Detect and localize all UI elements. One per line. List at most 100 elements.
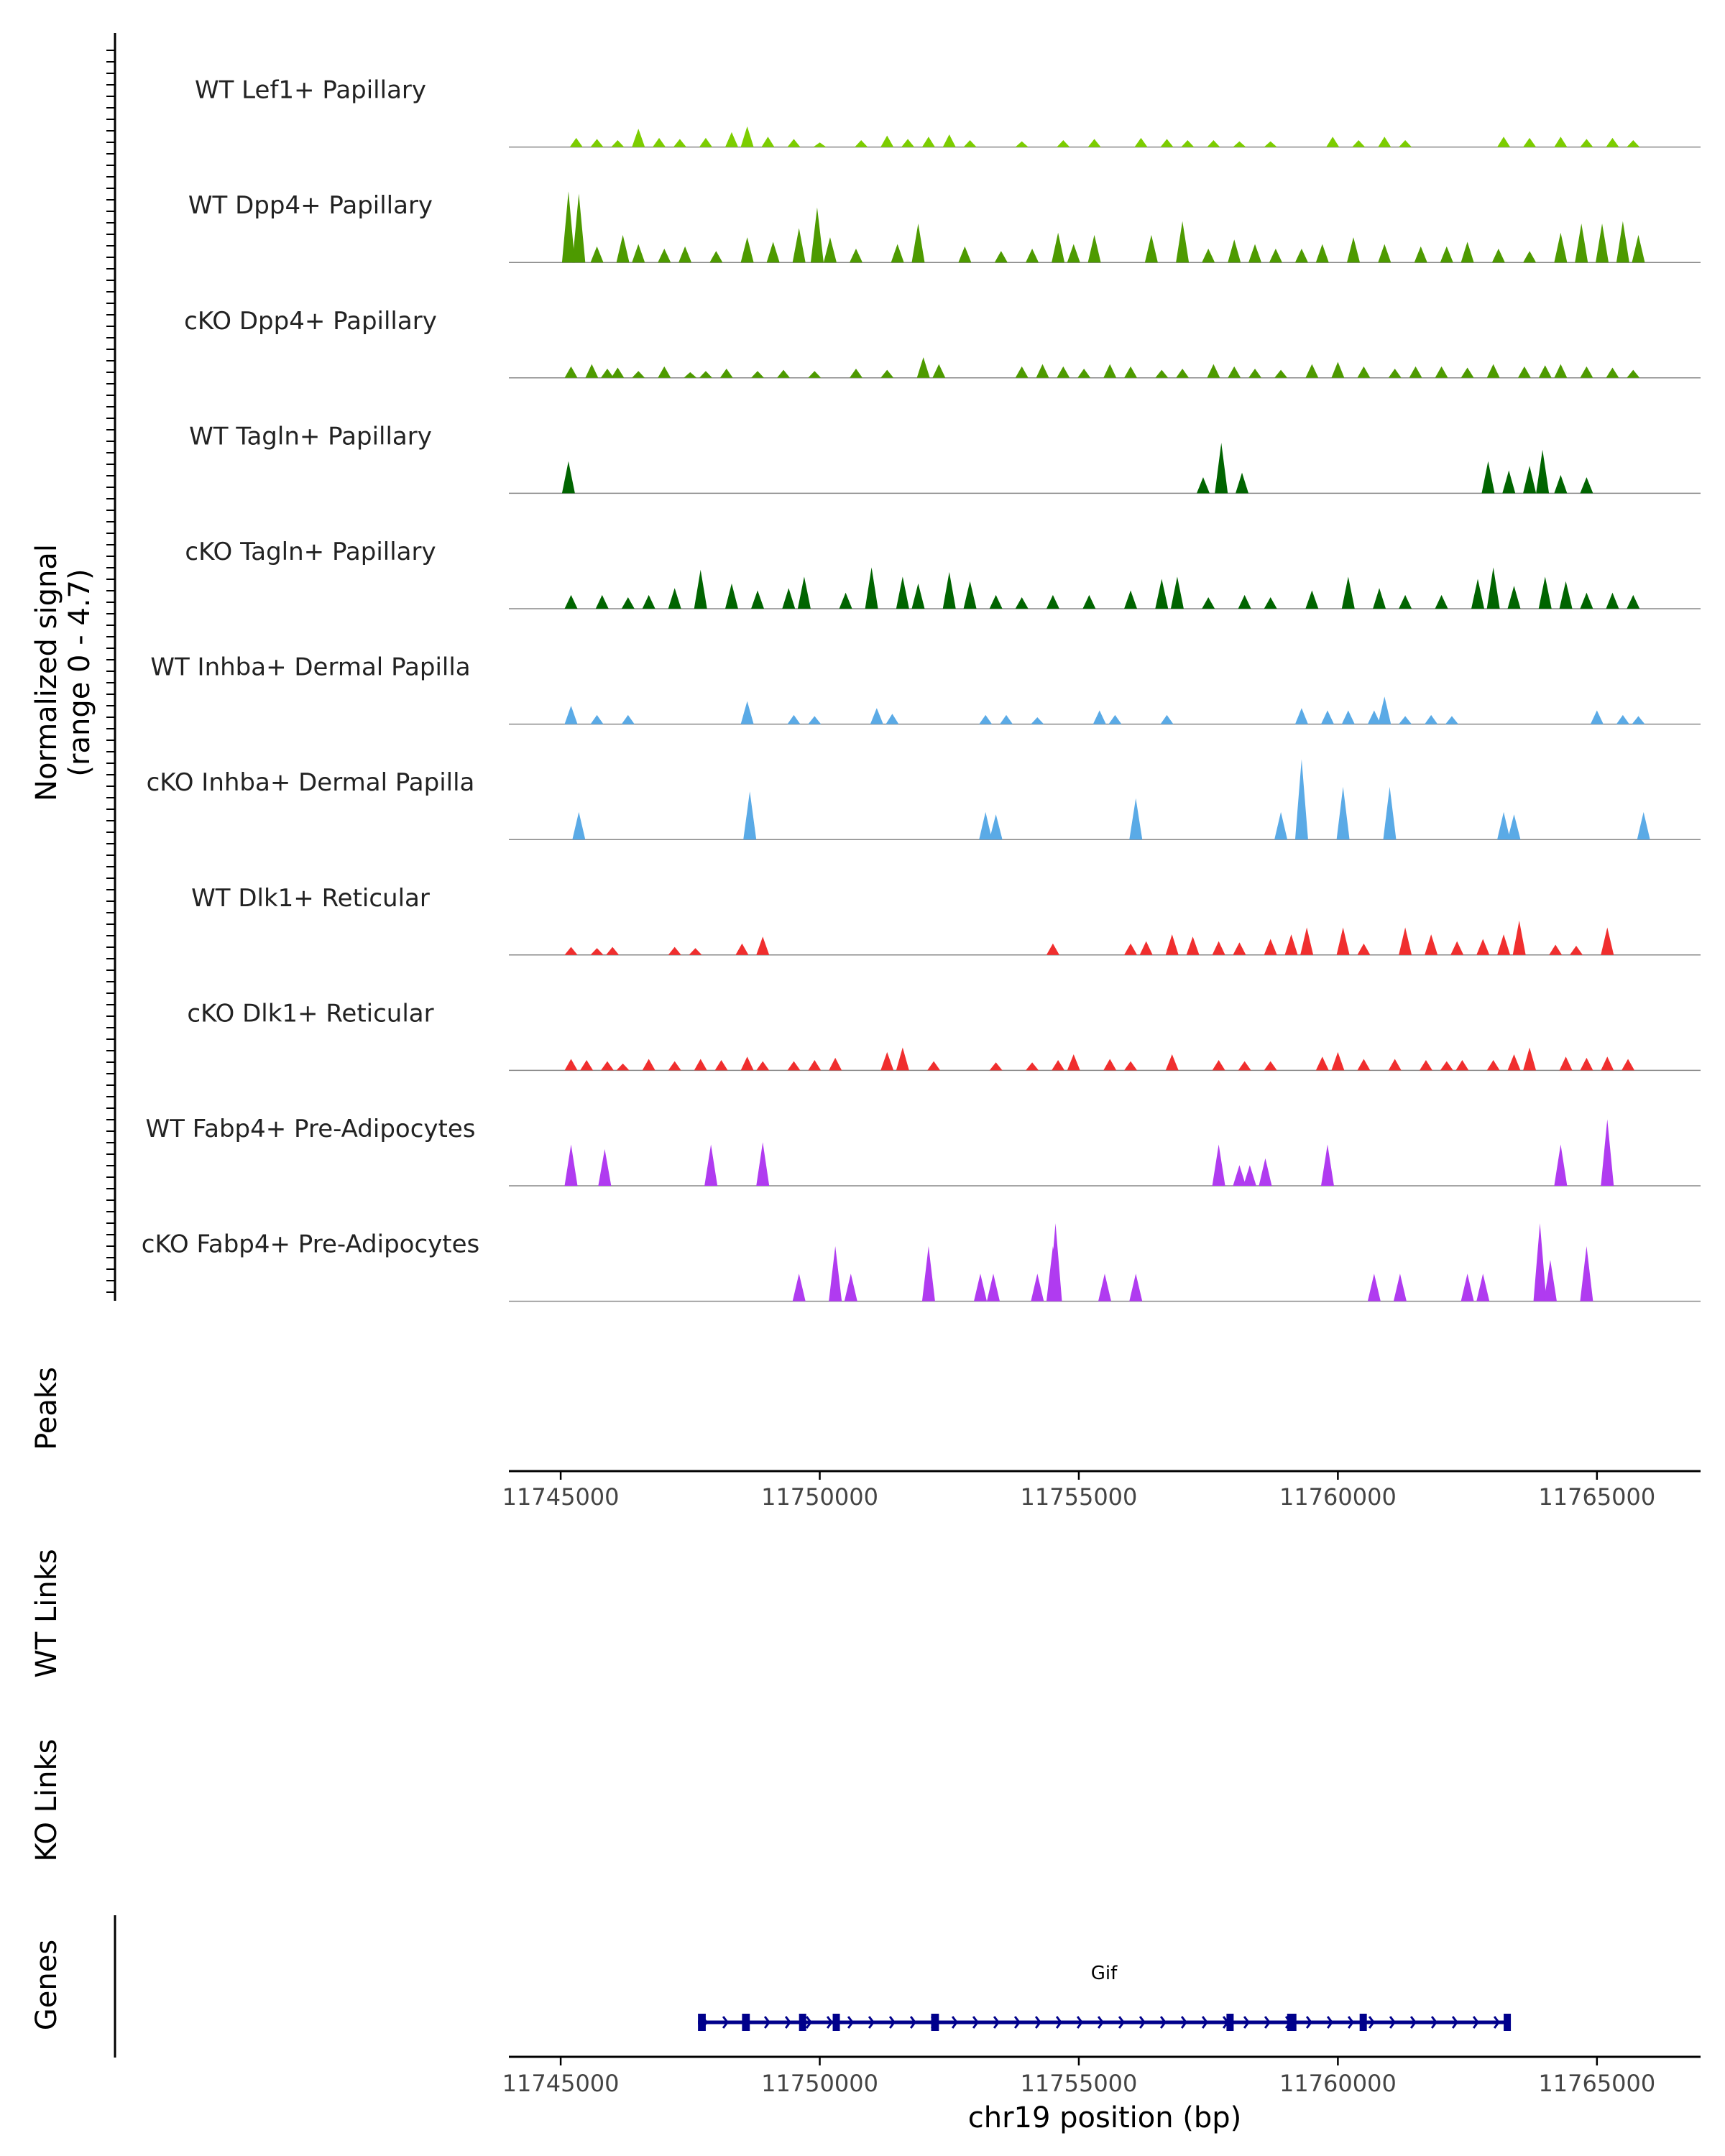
coverage-peak bbox=[1284, 934, 1298, 955]
coverage-peak bbox=[761, 137, 775, 147]
peaks-panel-label: Peaks bbox=[30, 1367, 63, 1450]
coverage-peak bbox=[1460, 241, 1474, 263]
coverage-peak bbox=[1124, 943, 1138, 955]
coverage-track-3: WT Tagln+ Papillary bbox=[189, 422, 1701, 494]
coverage-peak bbox=[911, 223, 925, 263]
gene-exon bbox=[742, 2014, 750, 2031]
coverage-peak bbox=[1637, 811, 1650, 840]
coverage-peak bbox=[1536, 449, 1550, 494]
ko-links-panel-label: KO Links bbox=[30, 1739, 63, 1862]
coverage-peak bbox=[1435, 366, 1448, 378]
coverage-peak bbox=[756, 1061, 770, 1071]
coverage-peak bbox=[1378, 244, 1392, 263]
coverage-peak bbox=[1580, 139, 1593, 147]
coverage-track-2: cKO Dpp4+ Papillary bbox=[184, 307, 1701, 379]
coverage-peak bbox=[1538, 365, 1552, 378]
coverage-peak bbox=[787, 1061, 801, 1071]
gene-strand-arrow bbox=[1326, 2016, 1333, 2029]
x-axis-tick-label: 11750000 bbox=[761, 2070, 878, 2097]
coverage-peak bbox=[844, 1273, 857, 1302]
gene-strand-arrow bbox=[1097, 2016, 1104, 2029]
coverage-peak bbox=[1052, 1060, 1065, 1071]
x-axis-tick-label: 11755000 bbox=[1021, 1483, 1138, 1511]
gene-strand-arrow bbox=[1201, 2016, 1208, 2029]
gene-strand-arrow bbox=[909, 2016, 916, 2029]
coverage-peak bbox=[942, 571, 956, 609]
coverage-peak bbox=[1057, 366, 1070, 378]
coverage-peak bbox=[979, 714, 993, 724]
coverage-peak bbox=[1627, 594, 1640, 609]
coverage-peak bbox=[1414, 246, 1427, 263]
coverage-peak bbox=[1176, 221, 1190, 263]
coverage-peak bbox=[1622, 1059, 1635, 1071]
coverage-peak bbox=[901, 139, 915, 147]
coverage-peak bbox=[1399, 140, 1412, 147]
coverage-peak bbox=[1015, 366, 1029, 378]
track-label: cKO Dpp4+ Papillary bbox=[184, 307, 437, 336]
coverage-peak bbox=[1176, 369, 1190, 378]
coverage-peak bbox=[916, 357, 930, 378]
coverage-peak bbox=[1497, 934, 1511, 955]
gene-strand-arrow bbox=[972, 2016, 979, 2029]
coverage-track-10: cKO Fabp4+ Pre-Adipocytes bbox=[142, 1223, 1701, 1302]
coverage-peak bbox=[1155, 369, 1169, 378]
gene-strand-arrow bbox=[1013, 2016, 1021, 2029]
coverage-peak bbox=[694, 1059, 707, 1071]
coverage-peak bbox=[880, 135, 894, 147]
coverage-peak bbox=[564, 946, 578, 955]
coverage-peak bbox=[787, 139, 801, 147]
gene-strand-arrow bbox=[784, 2016, 791, 2029]
gene-strand-arrow bbox=[1409, 2016, 1417, 2029]
coverage-peak bbox=[1264, 141, 1277, 147]
coverage-peak bbox=[927, 1061, 941, 1071]
coverage-peak bbox=[880, 1051, 894, 1071]
coverage-peak bbox=[1087, 139, 1101, 147]
coverage-peak bbox=[684, 372, 697, 378]
coverage-peak bbox=[1233, 141, 1246, 147]
coverage-peak bbox=[616, 1063, 630, 1071]
coverage-peak bbox=[1155, 579, 1169, 609]
coverage-peak bbox=[1601, 927, 1614, 955]
coverage-peak bbox=[1264, 1061, 1277, 1071]
coverage-peak bbox=[1212, 1144, 1225, 1186]
coverage-peak bbox=[777, 369, 791, 378]
coverage-peak bbox=[719, 369, 733, 378]
coverage-peak bbox=[810, 207, 824, 263]
gene-strand-arrow bbox=[1138, 2016, 1146, 2029]
gene-strand-arrow bbox=[1305, 2016, 1312, 2029]
track-label: cKO Tagln+ Papillary bbox=[185, 538, 436, 566]
gene-strand-arrow bbox=[826, 2016, 833, 2029]
coverage-peak bbox=[829, 1057, 842, 1071]
coverage-peak bbox=[1207, 140, 1220, 147]
coverage-peak bbox=[743, 791, 757, 840]
coverage-peak bbox=[911, 583, 925, 609]
coverage-peak bbox=[963, 581, 977, 609]
coverage-peak bbox=[564, 1144, 578, 1186]
gene-exon bbox=[799, 2014, 806, 2031]
coverage-peak bbox=[1367, 1273, 1381, 1302]
coverage-peak bbox=[564, 706, 578, 724]
coverage-peak bbox=[595, 594, 609, 609]
coverage-peak bbox=[668, 588, 681, 609]
coverage-peak bbox=[886, 714, 899, 724]
coverage-peak bbox=[1347, 237, 1361, 263]
coverage-peak bbox=[1543, 1260, 1557, 1302]
coverage-peak bbox=[855, 140, 868, 147]
gene-strand-arrow bbox=[847, 2016, 854, 2029]
coverage-peak bbox=[808, 371, 822, 378]
coverage-peak bbox=[740, 701, 754, 724]
coverage-peak bbox=[1144, 234, 1158, 263]
coverage-track-1: WT Dpp4+ Papillary bbox=[188, 191, 1701, 263]
coverage-peak bbox=[1419, 1060, 1432, 1071]
coverage-peak bbox=[1367, 710, 1381, 724]
coverage-peak bbox=[572, 193, 586, 263]
coverage-peak bbox=[1383, 786, 1397, 840]
coverage-peak bbox=[1357, 366, 1371, 378]
coverage-peak bbox=[1015, 597, 1029, 609]
coverage-peak bbox=[989, 1062, 1003, 1071]
coverage-peak bbox=[1399, 716, 1412, 724]
coverage-peak bbox=[709, 251, 723, 263]
gene-strand-arrow bbox=[951, 2016, 958, 2029]
coverage-peak bbox=[1046, 594, 1059, 609]
coverage-peak bbox=[1435, 594, 1448, 609]
